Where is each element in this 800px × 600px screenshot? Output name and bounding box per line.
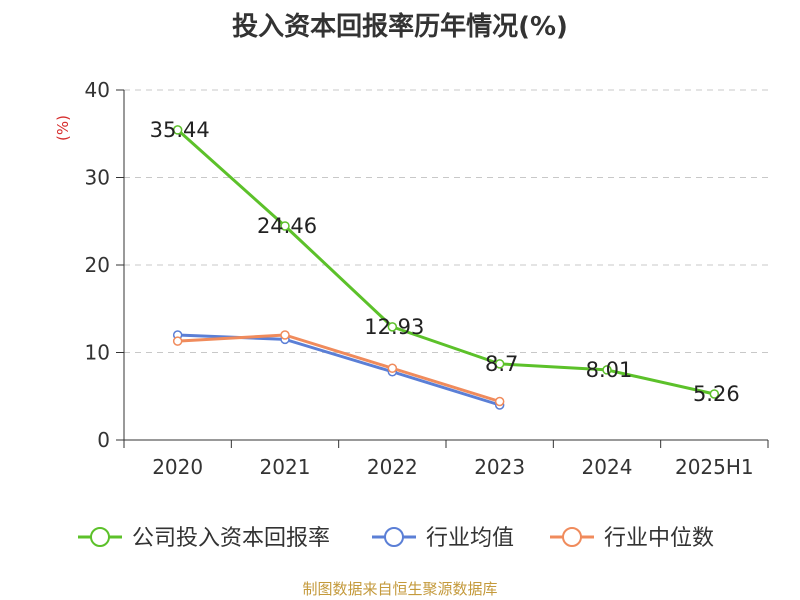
x-tick-label: 2025H1	[675, 455, 754, 479]
y-tick-label: 20	[85, 253, 110, 277]
y-tick-label: 0	[97, 428, 110, 452]
data-point	[280, 330, 290, 340]
x-tick-label: 2020	[152, 455, 203, 479]
data-point	[494, 359, 505, 369]
data-point	[494, 396, 505, 407]
data-label: 8.7	[485, 352, 518, 376]
x-tick-label: 2024	[582, 455, 633, 479]
data-label: 5.26	[693, 382, 740, 406]
series-line	[177, 333, 501, 403]
legend-label: 行业中位数	[604, 526, 714, 551]
x-tick-label: 2021	[260, 455, 311, 479]
data-label: 24.46	[257, 214, 317, 238]
legend-swatch-marker	[562, 527, 582, 547]
data-point	[172, 336, 183, 346]
data-label: 8.01	[586, 358, 633, 382]
legend-swatch-marker	[90, 527, 110, 547]
series-line	[176, 128, 715, 396]
data-point	[387, 363, 398, 373]
data-label: 35.44	[150, 118, 210, 142]
data-point	[709, 389, 720, 399]
data-point	[280, 221, 290, 231]
y-tick-label: 40	[85, 78, 110, 102]
legend-label: 行业均值	[426, 526, 514, 551]
data-point	[172, 125, 183, 135]
legend-swatch-marker	[384, 527, 404, 547]
data-label: 12.93	[364, 315, 424, 339]
x-tick-label: 2023	[474, 455, 525, 479]
legend-label: 公司投入资本回报率	[132, 526, 330, 551]
source-note: 制图数据来自恒生聚源数据库	[302, 580, 498, 598]
x-tick-label: 2022	[367, 455, 418, 479]
y-tick-label: 10	[85, 341, 110, 365]
data-point	[387, 322, 398, 332]
y-tick-label: 30	[85, 166, 110, 190]
data-point	[602, 365, 612, 375]
series-line	[177, 333, 501, 407]
y-axis-label: (%)	[54, 115, 72, 141]
chart-title: 投入资本回报率历年情况(%)	[232, 12, 568, 42]
